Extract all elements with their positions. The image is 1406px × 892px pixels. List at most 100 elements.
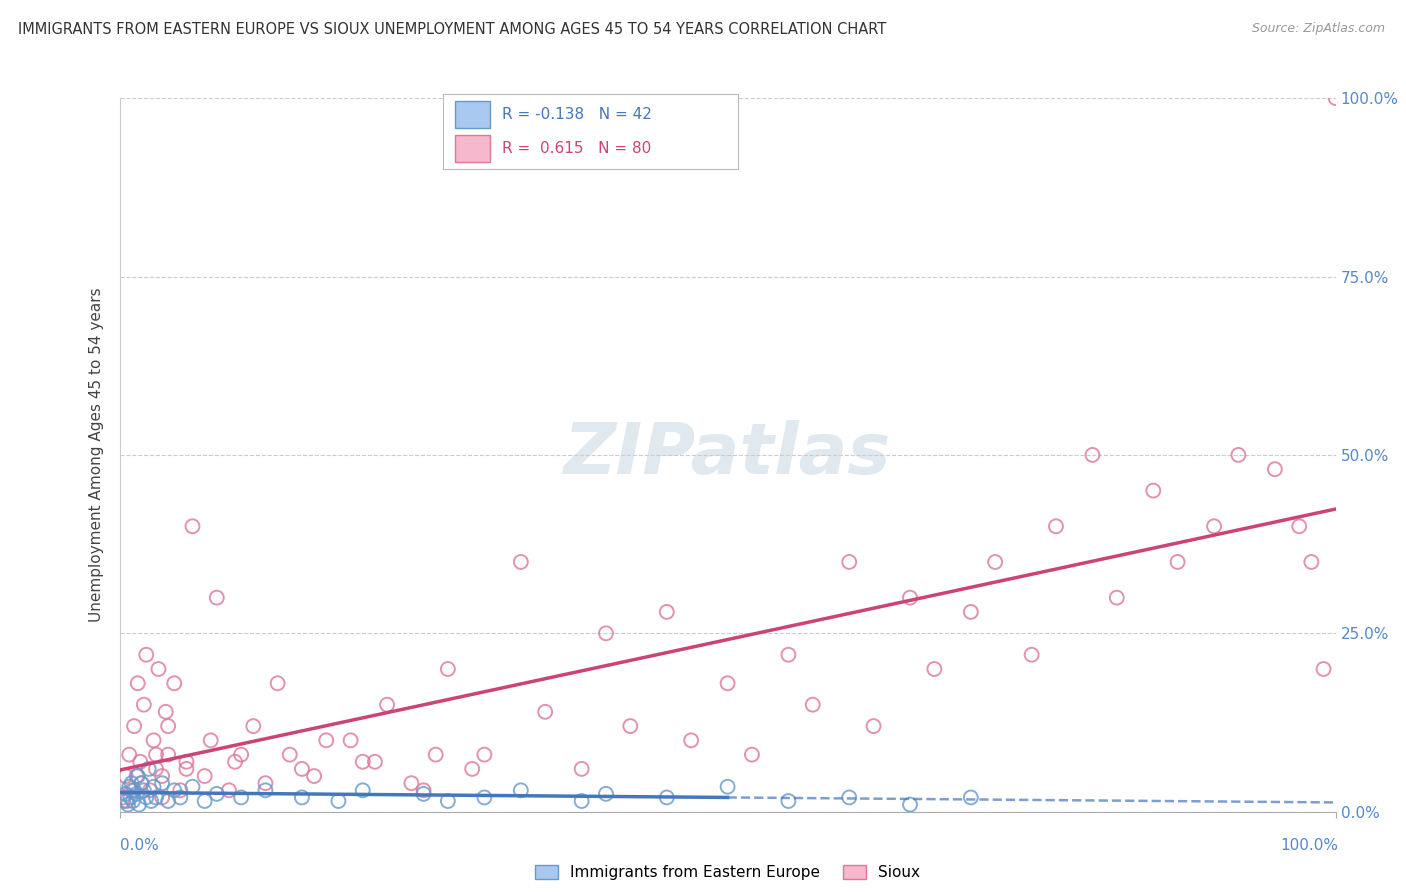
Point <box>302 769 325 783</box>
Point <box>148 662 170 676</box>
Point <box>132 698 155 712</box>
Point <box>150 790 173 805</box>
Point <box>412 787 434 801</box>
Point <box>112 790 135 805</box>
Point <box>472 790 496 805</box>
Point <box>1045 519 1067 533</box>
Point <box>1142 483 1164 498</box>
Point <box>898 591 921 605</box>
Point <box>157 794 180 808</box>
Point <box>838 790 860 805</box>
Point <box>145 762 167 776</box>
Point <box>200 733 222 747</box>
Point <box>132 783 155 797</box>
Point <box>205 591 228 605</box>
Point <box>176 762 198 776</box>
Point <box>924 662 946 676</box>
Point <box>145 790 167 805</box>
Text: 0.0%: 0.0% <box>120 838 159 853</box>
Point <box>1324 91 1347 105</box>
Point <box>960 605 983 619</box>
Point <box>218 783 240 797</box>
Point <box>595 787 617 801</box>
Point <box>142 733 165 747</box>
Point <box>472 747 496 762</box>
Point <box>163 783 186 797</box>
Point <box>125 769 148 783</box>
Point <box>194 794 217 808</box>
Point <box>169 783 191 797</box>
Point <box>142 780 165 794</box>
Legend: Immigrants from Eastern Europe, Sioux: Immigrants from Eastern Europe, Sioux <box>529 859 927 886</box>
Point <box>352 783 374 797</box>
Point <box>1264 462 1286 476</box>
Point <box>155 705 177 719</box>
Point <box>139 783 162 797</box>
Point <box>339 733 361 747</box>
Point <box>163 676 186 690</box>
Point <box>1288 519 1310 533</box>
Point <box>898 797 921 812</box>
Point <box>135 648 157 662</box>
Point <box>128 797 150 812</box>
Point <box>509 783 531 797</box>
Point <box>169 790 191 805</box>
Point <box>1204 519 1226 533</box>
Point <box>205 787 228 801</box>
Point <box>534 705 557 719</box>
Point <box>231 790 253 805</box>
Bar <box>454 136 491 161</box>
Point <box>127 769 149 783</box>
Text: ZIPatlas: ZIPatlas <box>564 420 891 490</box>
Point <box>1081 448 1104 462</box>
Y-axis label: Unemployment Among Ages 45 to 54 years: Unemployment Among Ages 45 to 54 years <box>89 287 104 623</box>
Point <box>364 755 387 769</box>
Point <box>138 762 160 776</box>
Point <box>112 794 135 808</box>
Point <box>801 698 824 712</box>
Point <box>120 790 142 805</box>
Point <box>254 783 277 797</box>
Point <box>595 626 617 640</box>
Point <box>278 747 301 762</box>
Point <box>125 787 148 801</box>
Point <box>437 662 460 676</box>
Point <box>571 794 593 808</box>
Point <box>129 755 152 769</box>
Point <box>838 555 860 569</box>
Point <box>131 776 153 790</box>
Point <box>224 755 246 769</box>
Point <box>437 794 460 808</box>
Point <box>655 790 678 805</box>
Point <box>509 555 531 569</box>
Point <box>115 794 138 808</box>
Point <box>176 755 198 769</box>
Point <box>181 519 204 533</box>
Point <box>328 794 350 808</box>
Point <box>655 605 678 619</box>
Bar <box>454 101 491 128</box>
Text: IMMIGRANTS FROM EASTERN EUROPE VS SIOUX UNEMPLOYMENT AMONG AGES 45 TO 54 YEARS C: IMMIGRANTS FROM EASTERN EUROPE VS SIOUX … <box>18 22 887 37</box>
Point <box>121 783 143 797</box>
Point <box>157 747 180 762</box>
Point <box>1312 662 1334 676</box>
Point <box>139 794 162 808</box>
Point <box>122 719 145 733</box>
Point <box>181 780 204 794</box>
Point <box>150 776 173 790</box>
Point <box>122 783 145 797</box>
Point <box>231 747 253 762</box>
Point <box>401 776 423 790</box>
Text: 100.0%: 100.0% <box>1281 838 1339 853</box>
Point <box>1021 648 1043 662</box>
Point <box>291 790 314 805</box>
Point <box>121 776 143 790</box>
Point <box>619 719 641 733</box>
Point <box>254 776 277 790</box>
Point <box>1167 555 1189 569</box>
Point <box>157 719 180 733</box>
Point <box>681 733 703 747</box>
Point <box>131 776 153 790</box>
Point <box>242 719 264 733</box>
Point <box>717 676 740 690</box>
